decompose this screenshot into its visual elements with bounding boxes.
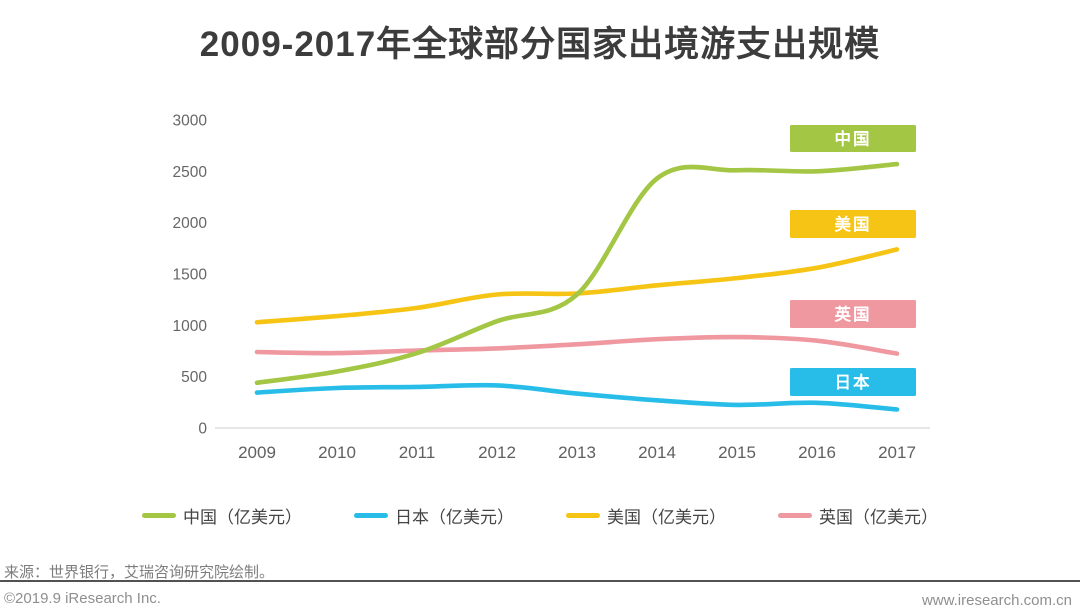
line-chart: 0 500 1000 1500 2000 2500 3000 2009 2010 2011 2012…: [173, 113, 930, 462]
country-tag-label-china: 中国: [835, 129, 872, 149]
y-tick-2500: 2500: [173, 164, 208, 181]
chart-title: 2009-2017年全球部分国家出境游支出规模: [199, 25, 881, 64]
legend-label-uk: 英国（亿美元）: [819, 508, 938, 527]
country-tag-uk: [790, 300, 916, 328]
source-note: 来源：世界银行，艾瑞咨询研究院绘制。: [4, 564, 275, 581]
y-tick-0: 0: [198, 421, 207, 438]
copyright-text: ©2019.9 iResearch Inc.: [4, 590, 161, 607]
legend-swatch-japan: [354, 513, 388, 518]
legend-label-usa: 美国（亿美元）: [607, 508, 726, 527]
x-tick-2017: 2017: [878, 443, 916, 462]
x-tick-2010: 2010: [318, 443, 356, 462]
y-tick-1500: 1500: [173, 267, 208, 284]
x-tick-2012: 2012: [478, 443, 516, 462]
legend-swatch-china: [142, 513, 176, 518]
series-line-uk: [254, 334, 900, 356]
country-tag-label-uk: 英国: [835, 304, 872, 324]
country-tag-label-usa: 美国: [835, 214, 872, 234]
x-tick-2015: 2015: [718, 443, 756, 462]
x-tick-2009: 2009: [238, 443, 276, 462]
x-tick-2016: 2016: [798, 443, 836, 462]
legend-label-china: 中国（亿美元）: [183, 508, 302, 527]
y-tick-3000: 3000: [173, 113, 208, 130]
country-tag-japan: [790, 368, 916, 396]
series-line-japan: [254, 382, 900, 412]
chart-legend: 中国（亿美元） 日本（亿美元） 美国（亿美元） 英国（亿美元）: [0, 503, 1080, 528]
country-tag-label-japan: 日本: [835, 372, 872, 392]
legend-item-uk: 英国（亿美元）: [778, 503, 938, 528]
footer-divider: [0, 580, 1080, 582]
legend-swatch-usa: [566, 513, 600, 518]
website-url: www.iresearch.com.cn: [921, 592, 1072, 609]
legend-item-china: 中国（亿美元）: [142, 503, 302, 528]
country-tag-china: [790, 125, 916, 152]
x-tick-2011: 2011: [399, 443, 436, 462]
x-tick-2014: 2014: [638, 443, 676, 462]
series-line-china: [254, 161, 900, 386]
y-tick-2000: 2000: [173, 215, 208, 232]
y-tick-500: 500: [181, 369, 207, 386]
legend-swatch-uk: [778, 513, 812, 518]
legend-label-japan: 日本（亿美元）: [395, 508, 514, 527]
legend-item-japan: 日本（亿美元）: [354, 503, 514, 528]
y-tick-1000: 1000: [173, 318, 208, 335]
x-tick-2013: 2013: [558, 443, 596, 462]
legend-item-usa: 美国（亿美元）: [566, 503, 726, 528]
country-tag-usa: [790, 210, 916, 238]
